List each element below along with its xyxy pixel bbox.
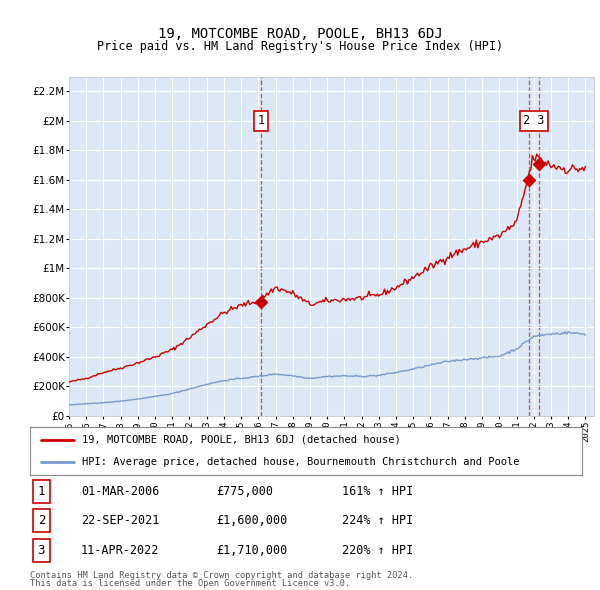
Text: 19, MOTCOMBE ROAD, POOLE, BH13 6DJ (detached house): 19, MOTCOMBE ROAD, POOLE, BH13 6DJ (deta…	[82, 435, 401, 445]
Text: £775,000: £775,000	[216, 485, 273, 498]
Text: 3: 3	[38, 544, 45, 557]
Text: 1: 1	[38, 485, 45, 498]
Text: 01-MAR-2006: 01-MAR-2006	[81, 485, 160, 498]
Text: 161% ↑ HPI: 161% ↑ HPI	[342, 485, 413, 498]
Text: This data is licensed under the Open Government Licence v3.0.: This data is licensed under the Open Gov…	[30, 579, 350, 588]
Text: 2: 2	[38, 514, 45, 527]
Text: Price paid vs. HM Land Registry's House Price Index (HPI): Price paid vs. HM Land Registry's House …	[97, 40, 503, 53]
Text: £1,710,000: £1,710,000	[216, 544, 287, 557]
Text: Contains HM Land Registry data © Crown copyright and database right 2024.: Contains HM Land Registry data © Crown c…	[30, 571, 413, 580]
Text: HPI: Average price, detached house, Bournemouth Christchurch and Poole: HPI: Average price, detached house, Bour…	[82, 457, 520, 467]
Text: 19, MOTCOMBE ROAD, POOLE, BH13 6DJ: 19, MOTCOMBE ROAD, POOLE, BH13 6DJ	[158, 27, 442, 41]
Text: £1,600,000: £1,600,000	[216, 514, 287, 527]
Text: 224% ↑ HPI: 224% ↑ HPI	[342, 514, 413, 527]
Text: 220% ↑ HPI: 220% ↑ HPI	[342, 544, 413, 557]
Text: 1: 1	[258, 114, 265, 127]
Text: 22-SEP-2021: 22-SEP-2021	[81, 514, 160, 527]
Text: 2 3: 2 3	[523, 114, 544, 127]
Text: 11-APR-2022: 11-APR-2022	[81, 544, 160, 557]
